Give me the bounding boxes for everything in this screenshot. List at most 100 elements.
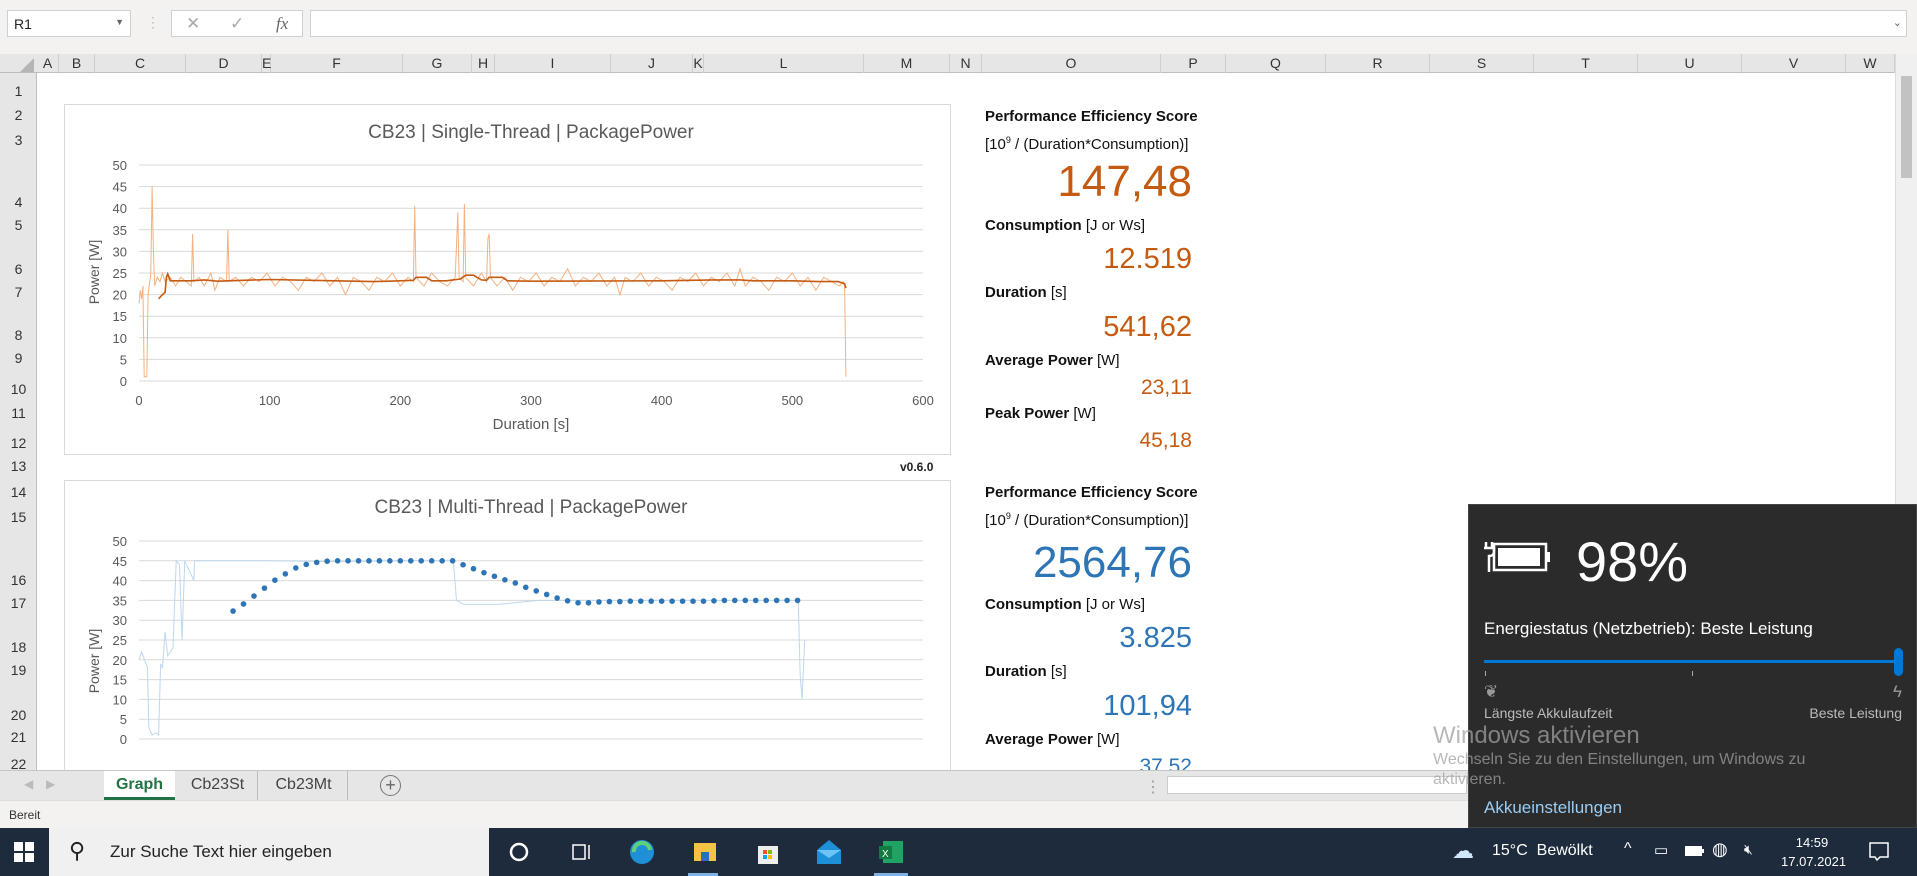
column-header-j[interactable]: J xyxy=(611,54,693,73)
score-formula: [109 / (Duration*Consumption)] xyxy=(985,511,1188,529)
edge-icon[interactable] xyxy=(628,838,656,866)
row-header-21[interactable]: 21 xyxy=(10,729,27,745)
data-point xyxy=(366,558,372,564)
data-point xyxy=(543,591,550,598)
expand-formula-icon[interactable]: ⌄ xyxy=(1892,17,1902,29)
column-header-v[interactable]: V xyxy=(1742,54,1846,73)
row-header-14[interactable]: 14 xyxy=(10,484,27,500)
meet-now-icon[interactable]: ▭ xyxy=(1654,842,1669,859)
row-header-19[interactable]: 19 xyxy=(10,662,27,678)
avg-power-unit: [W] xyxy=(1092,731,1120,748)
column-header-r[interactable]: R xyxy=(1326,54,1430,73)
select-all-button[interactable] xyxy=(20,58,34,72)
column-header-l[interactable]: L xyxy=(704,54,864,73)
column-header-q[interactable]: Q xyxy=(1226,54,1326,73)
column-header-k[interactable]: K xyxy=(693,54,704,73)
chart-single-thread[interactable]: CB23 | Single-Thread | PackagePower 0 5 10 1… xyxy=(64,104,951,455)
microsoft-store-icon[interactable] xyxy=(754,838,782,866)
name-box[interactable]: R1 ▼ xyxy=(7,10,131,37)
row-header-12[interactable]: 12 xyxy=(10,435,27,451)
row-header-13[interactable]: 13 xyxy=(10,458,27,474)
weather-text[interactable]: 15°C Bewölkt xyxy=(1492,842,1593,859)
power-mode-slider[interactable] xyxy=(1484,660,1898,663)
taskbar-search-box[interactable]: ⚲ Zur Suche Text hier eingeben xyxy=(49,828,489,876)
network-globe-icon[interactable]: ◍ xyxy=(1712,839,1728,859)
data-point xyxy=(658,598,665,604)
column-header-u[interactable]: U xyxy=(1638,54,1742,73)
data-point xyxy=(627,598,634,604)
data-point xyxy=(293,565,299,571)
column-header-w[interactable]: W xyxy=(1846,54,1895,73)
row-header-7[interactable]: 7 xyxy=(14,284,23,300)
row-header-6[interactable]: 6 xyxy=(14,261,23,277)
peak-power-value: 45,18 xyxy=(1139,429,1192,452)
row-header-22[interactable]: 22 xyxy=(10,756,27,770)
column-header-n[interactable]: N xyxy=(950,54,982,73)
cancel-icon[interactable]: ✕ xyxy=(186,14,201,33)
cortana-icon[interactable] xyxy=(505,838,533,866)
y-tick-label: 0 xyxy=(120,732,127,747)
row-header-16[interactable]: 16 xyxy=(10,572,27,588)
mail-icon[interactable] xyxy=(815,838,843,866)
speaker-muted-icon[interactable]: 🔇︎ xyxy=(1744,841,1753,857)
battery-tray-icon[interactable] xyxy=(1681,844,1705,858)
prev-sheet-icon[interactable]: ◀ xyxy=(24,777,34,791)
row-header-4[interactable]: 4 xyxy=(14,194,23,210)
file-explorer-icon[interactable] xyxy=(691,838,719,866)
column-header-c[interactable]: C xyxy=(95,54,186,73)
column-header-e[interactable]: E xyxy=(262,54,272,73)
row-header-18[interactable]: 18 xyxy=(10,639,27,655)
clock[interactable]: 14:59 17.07.2021 xyxy=(1781,833,1846,871)
row-header-9[interactable]: 9 xyxy=(14,350,23,366)
column-header-o[interactable]: O xyxy=(982,54,1161,73)
row-header-15[interactable]: 15 xyxy=(10,509,27,525)
row-header-10[interactable]: 10 xyxy=(10,381,27,397)
row-header-11[interactable]: 11 xyxy=(11,405,26,421)
avg-power-value: 23,11 xyxy=(1141,376,1192,399)
windows-start-icon[interactable] xyxy=(14,842,34,862)
column-header-h[interactable]: H xyxy=(472,54,495,73)
insert-function-icon[interactable]: fx xyxy=(276,14,289,33)
data-point xyxy=(272,577,278,584)
data-point xyxy=(439,558,445,564)
chart-multi-thread[interactable]: CB23 | Multi-Thread | PackagePower 0 5 10 15… xyxy=(64,480,951,770)
add-sheet-button[interactable]: + xyxy=(380,775,401,796)
chevron-down-icon[interactable]: ▼ xyxy=(115,17,124,27)
lightning-icon: ϟ xyxy=(1893,682,1902,701)
task-view-icon[interactable] xyxy=(568,838,596,866)
row-header-20[interactable]: 20 xyxy=(10,707,27,723)
row-header-5[interactable]: 5 xyxy=(14,217,23,233)
row-header-2[interactable]: 2 xyxy=(14,107,23,123)
row-header-17[interactable]: 17 xyxy=(10,595,27,611)
sheet-tab-graph[interactable]: Graph xyxy=(104,771,175,800)
weather-cloud-icon[interactable]: ☁ xyxy=(1452,838,1474,863)
next-sheet-icon[interactable]: ▶ xyxy=(46,777,56,791)
row-header-1[interactable]: 1 xyxy=(14,83,23,99)
notification-center-icon[interactable] xyxy=(1868,841,1890,863)
worksheet-grid[interactable]: 1 2 3 4 5 6 7 8 9 10 11 12 13 14 15 16 17 18 19 20 21 22 CB23… xyxy=(0,73,1895,770)
chevron-up-icon[interactable]: ^ xyxy=(1624,840,1632,857)
column-header-g[interactable]: G xyxy=(403,54,472,73)
column-header-d[interactable]: D xyxy=(186,54,262,73)
tab-splitter-handle[interactable]: ⋮ xyxy=(1145,779,1161,796)
column-header-b[interactable]: B xyxy=(59,54,95,73)
horizontal-scrollbar[interactable] xyxy=(1167,776,1467,794)
excel-icon[interactable]: X xyxy=(877,838,905,866)
column-header-p[interactable]: P xyxy=(1161,54,1226,73)
duration-value: 101,94 xyxy=(1103,690,1192,722)
power-mode-slider-thumb[interactable] xyxy=(1894,648,1903,676)
column-header-a[interactable]: A xyxy=(37,54,59,73)
column-header-m[interactable]: M xyxy=(864,54,950,73)
column-header-i[interactable]: I xyxy=(495,54,611,73)
sheet-tab-cb23st[interactable]: Cb23St xyxy=(178,771,258,800)
column-header-f[interactable]: F xyxy=(271,54,403,73)
row-header-8[interactable]: 8 xyxy=(14,327,23,343)
column-header-s[interactable]: S xyxy=(1430,54,1534,73)
row-header-3[interactable]: 3 xyxy=(14,132,23,148)
column-header-t[interactable]: T xyxy=(1534,54,1638,73)
battery-settings-link[interactable]: Akkueinstellungen xyxy=(1484,798,1622,817)
enter-icon[interactable]: ✓ xyxy=(230,14,245,33)
vertical-scroll-thumb[interactable] xyxy=(1901,76,1912,178)
formula-input[interactable]: ⌄ xyxy=(310,10,1907,37)
sheet-tab-cb23mt[interactable]: Cb23Mt xyxy=(260,771,348,800)
